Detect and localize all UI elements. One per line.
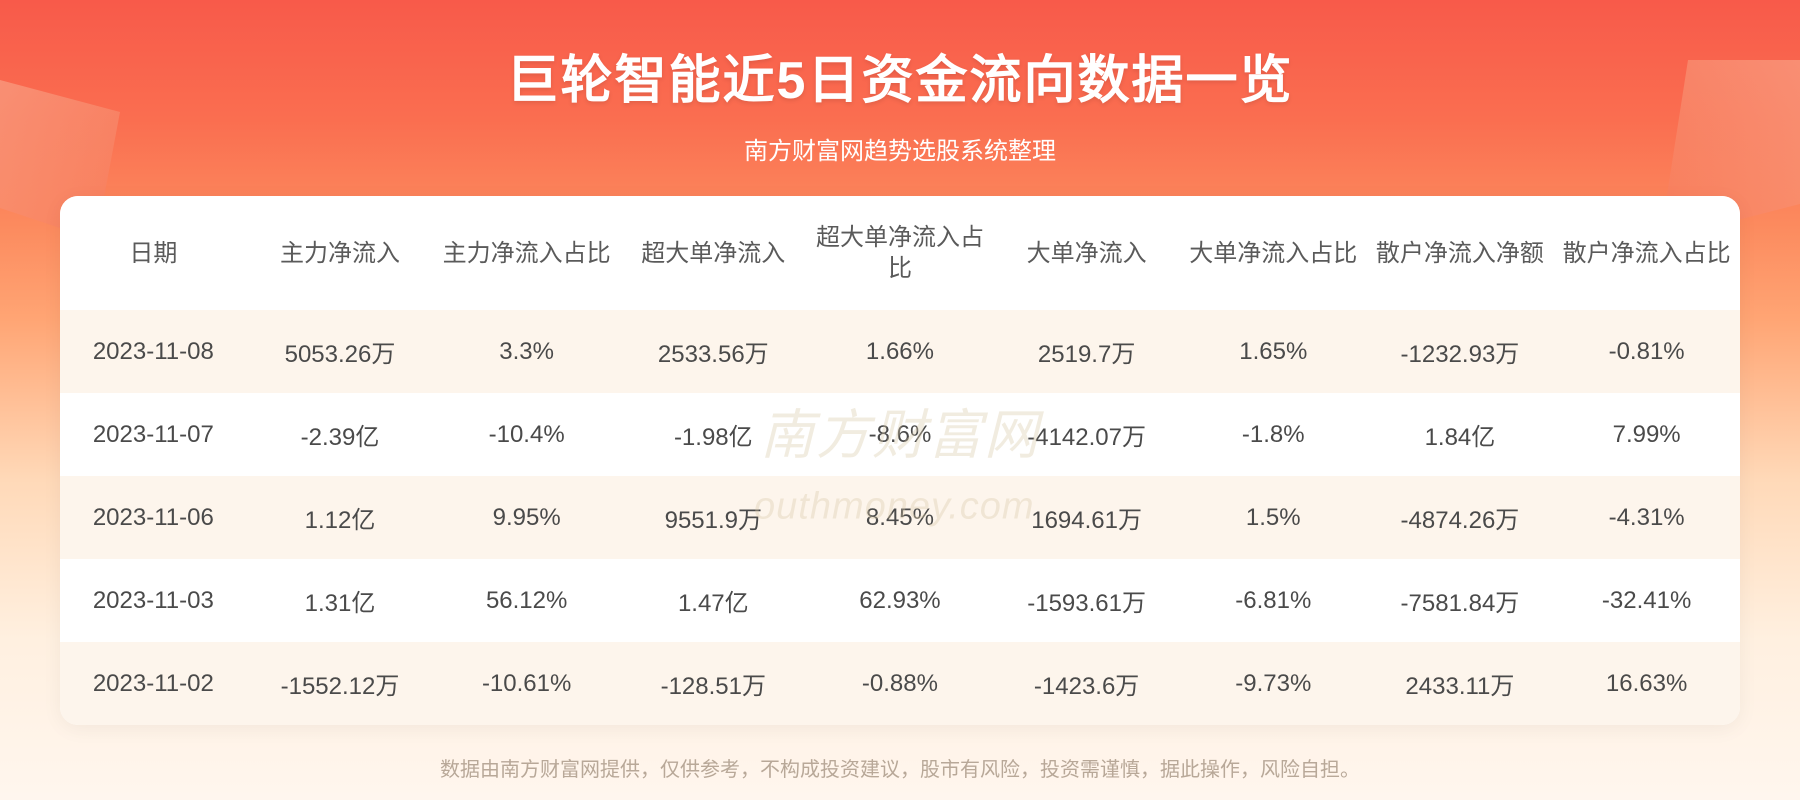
data-table-container: 日期 主力净流入 主力净流入占比 超大单净流入 超大单净流入占比 大单净流入 大… — [60, 196, 1740, 725]
table-cell: -6.81% — [1180, 559, 1367, 642]
column-header: 大单净流入 — [993, 196, 1180, 310]
table-cell: -1593.61万 — [993, 559, 1180, 642]
table-row: 2023-11-08 5053.26万 3.3% 2533.56万 1.66% … — [60, 310, 1740, 393]
page-title: 巨轮智能近5日资金流向数据一览 — [60, 38, 1740, 113]
table-cell: 5053.26万 — [247, 310, 434, 393]
table-cell: 1.12亿 — [247, 476, 434, 559]
table-cell: -0.81% — [1553, 310, 1740, 393]
column-header: 主力净流入 — [247, 196, 434, 310]
fund-flow-table: 日期 主力净流入 主力净流入占比 超大单净流入 超大单净流入占比 大单净流入 大… — [60, 196, 1740, 725]
table-cell: 1.66% — [807, 310, 994, 393]
column-header: 主力净流入占比 — [433, 196, 620, 310]
table-cell: -4142.07万 — [993, 393, 1180, 476]
table-cell: 2023-11-06 — [60, 476, 247, 559]
table-row: 2023-11-07 -2.39亿 -10.4% -1.98亿 -8.6% -4… — [60, 393, 1740, 476]
table-header-row: 日期 主力净流入 主力净流入占比 超大单净流入 超大单净流入占比 大单净流入 大… — [60, 196, 1740, 310]
table-cell: -1552.12万 — [247, 642, 434, 725]
table-cell: 1.47亿 — [620, 559, 807, 642]
table-cell: 2023-11-03 — [60, 559, 247, 642]
table-cell: -4.31% — [1553, 476, 1740, 559]
table-row: 2023-11-03 1.31亿 56.12% 1.47亿 62.93% -15… — [60, 559, 1740, 642]
table-cell: 2023-11-07 — [60, 393, 247, 476]
table-cell: 3.3% — [433, 310, 620, 393]
table-cell: 2023-11-08 — [60, 310, 247, 393]
column-header: 大单净流入占比 — [1180, 196, 1367, 310]
table-cell: -7581.84万 — [1367, 559, 1554, 642]
table-cell: 56.12% — [433, 559, 620, 642]
column-header: 散户净流入净额 — [1367, 196, 1554, 310]
table-cell: -9.73% — [1180, 642, 1367, 725]
table-cell: -10.4% — [433, 393, 620, 476]
table-cell: -0.88% — [807, 642, 994, 725]
table-cell: 2519.7万 — [993, 310, 1180, 393]
table-row: 2023-11-06 1.12亿 9.95% 9551.9万 8.45% 169… — [60, 476, 1740, 559]
column-header: 超大单净流入 — [620, 196, 807, 310]
table-cell: -1232.93万 — [1367, 310, 1554, 393]
table-cell: -1423.6万 — [993, 642, 1180, 725]
column-header: 日期 — [60, 196, 247, 310]
table-cell: 1694.61万 — [993, 476, 1180, 559]
table-cell: -128.51万 — [620, 642, 807, 725]
table-cell: 7.99% — [1553, 393, 1740, 476]
table-cell: 16.63% — [1553, 642, 1740, 725]
banner-container: 巨轮智能近5日资金流向数据一览 南方财富网趋势选股系统整理 日期 主力净流入 主… — [0, 0, 1800, 800]
page-subtitle: 南方财富网趋势选股系统整理 — [60, 131, 1740, 166]
table-cell: 62.93% — [807, 559, 994, 642]
table-cell: -8.6% — [807, 393, 994, 476]
disclaimer-text: 数据由南方财富网提供，仅供参考，不构成投资建议，股市有风险，投资需谨慎，据此操作… — [60, 753, 1740, 782]
table-cell: 1.65% — [1180, 310, 1367, 393]
table-cell: -4874.26万 — [1367, 476, 1554, 559]
table-cell: -1.98亿 — [620, 393, 807, 476]
table-cell: 1.31亿 — [247, 559, 434, 642]
table-cell: 1.5% — [1180, 476, 1367, 559]
table-cell: -32.41% — [1553, 559, 1740, 642]
table-cell: 1.84亿 — [1367, 393, 1554, 476]
table-row: 2023-11-02 -1552.12万 -10.61% -128.51万 -0… — [60, 642, 1740, 725]
column-header: 超大单净流入占比 — [807, 196, 994, 310]
table-cell: 8.45% — [807, 476, 994, 559]
table-cell: -1.8% — [1180, 393, 1367, 476]
table-cell: 9551.9万 — [620, 476, 807, 559]
table-cell: -10.61% — [433, 642, 620, 725]
table-cell: 9.95% — [433, 476, 620, 559]
table-cell: -2.39亿 — [247, 393, 434, 476]
table-cell: 2433.11万 — [1367, 642, 1554, 725]
table-cell: 2533.56万 — [620, 310, 807, 393]
column-header: 散户净流入占比 — [1553, 196, 1740, 310]
table-cell: 2023-11-02 — [60, 642, 247, 725]
